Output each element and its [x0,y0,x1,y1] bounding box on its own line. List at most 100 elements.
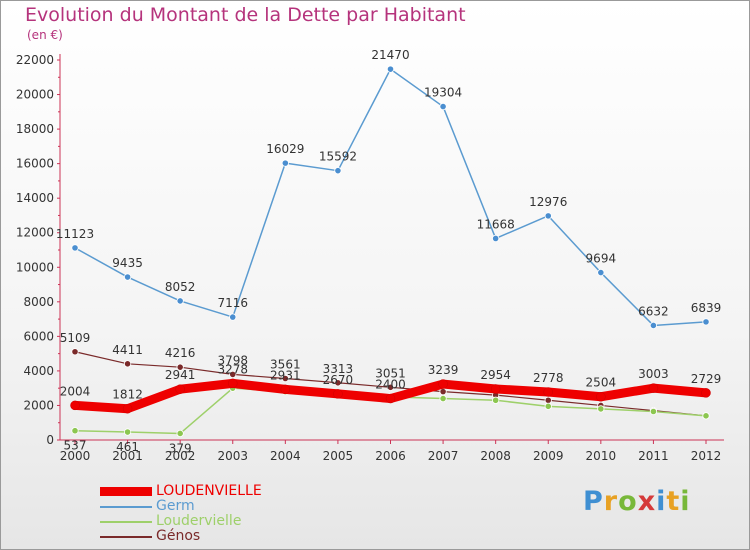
data-point-germ [597,268,605,277]
data-point-germ [544,212,552,220]
chart-axes: 0 2000 4000 6000 8000 10000 12000 14000 16000 180… [16,53,724,463]
data-point-loudenvielle [175,384,185,394]
data-label-loudenvielle: 3278 [217,362,248,376]
data-point-g-nos [123,360,132,368]
x-tick-label: 2010 [586,449,617,463]
data-point-germ [492,234,500,243]
data-point-g-nos [386,383,395,391]
data-label-germ: 16029 [266,142,304,156]
data-label-g-nos: 3051 [375,366,406,380]
data-label-g-nos: 5109 [60,331,91,345]
chart-data-labels: 2004 1812 2941 3278 2931 2670 2400 3239 2954 2778… [56,48,721,455]
data-point-loudervielle [544,402,552,410]
y-tick-label: 6000 [23,329,54,343]
data-label-loudenvielle: 2778 [533,371,564,385]
data-point-germ [334,167,342,175]
data-label-germ: 11668 [477,217,515,231]
data-point-g-nos [544,396,552,404]
data-label-loudenvielle: 2400 [375,378,406,392]
brand-letter: o [618,486,638,517]
legend-label: Germ [156,498,195,514]
legend-label: LOUDENVIELLE [156,483,262,499]
data-point-loudenvielle [385,393,396,404]
y-tick-label: 20000 [16,88,54,102]
x-tick-label: 2002 [165,449,196,463]
data-point-germ [439,102,447,111]
data-point-loudervielle [176,429,184,438]
data-label-loudervielle: 379 [169,441,192,455]
data-point-loudenvielle [490,384,501,394]
data-label-germ: 15592 [319,150,357,164]
data-label-germ: 9435 [112,256,143,270]
legend-swatch [100,487,152,496]
data-point-g-nos [229,370,237,378]
data-label-germ: 21470 [371,48,409,62]
data-point-loudenvielle [122,403,133,414]
y-tick-label: 16000 [16,157,54,171]
y-tick-label: 10000 [16,260,54,274]
x-tick-label: 2006 [375,449,406,463]
data-label-g-nos: 4216 [165,346,196,360]
x-tick-label: 2008 [480,449,511,463]
x-tick-label: 2012 [691,449,722,463]
brand-letter: r [603,486,619,517]
legend-label: Loudervielle [156,513,242,529]
data-label-loudenvielle: 2004 [60,384,91,398]
data-label-germ: 12976 [529,195,567,209]
data-point-loudenvielle [701,388,711,398]
data-label-germ: 11123 [56,227,94,241]
brand-letter: i [656,486,667,517]
data-point-loudenvielle [596,391,606,402]
data-point-germ [386,65,395,73]
y-tick-label: 0 [46,433,54,447]
data-point-g-nos [281,374,289,383]
data-point-g-nos [439,388,447,396]
data-point-g-nos [334,379,342,387]
data-point-loudenvielle [228,378,238,389]
data-point-germ [123,273,132,281]
data-label-loudenvielle: 2941 [165,368,196,382]
y-tick-label: 18000 [16,122,54,136]
brand-letter: i [680,486,691,517]
data-point-germ [649,321,658,330]
y-tick-label: 14000 [16,191,54,205]
chart-title: Evolution du Montant de la Dette par Hab… [25,4,466,26]
data-point-loudervielle [597,405,605,413]
y-tick-label: 12000 [16,226,54,240]
chart-series-layer [70,65,711,438]
brand-letter: x [637,486,657,517]
data-label-germ: 7116 [217,296,248,310]
x-tick-label: 2011 [638,449,669,463]
data-label-germ: 6632 [638,304,669,318]
data-point-loudervielle [71,427,79,435]
data-label-g-nos: 3798 [217,353,248,367]
data-label-germ: 6839 [691,301,722,315]
y-tick-label: 4000 [23,364,54,378]
data-point-loudenvielle [543,387,553,397]
x-tick-label: 2007 [428,449,459,463]
data-point-loudenvielle [438,379,448,389]
data-label-loudenvielle: 3003 [638,367,669,381]
y-tick-label: 22000 [16,53,54,67]
data-label-loudervielle: 461 [116,440,139,454]
x-tick-label: 2004 [270,449,301,463]
data-label-germ: 9694 [586,252,617,266]
data-label-loudenvielle: 2931 [270,368,301,382]
data-label-g-nos: 3561 [270,357,301,371]
x-tick-label: 2005 [323,449,354,463]
data-point-loudervielle [123,428,132,436]
data-point-loudervielle [649,407,658,416]
legend-label: Génos [156,528,201,544]
data-label-loudenvielle: 3239 [428,363,459,377]
y-tick-label: 2000 [23,398,54,412]
data-point-loudenvielle [280,384,291,395]
data-label-loudervielle: 537 [64,439,87,453]
data-label-g-nos: 4411 [112,343,143,357]
chart-unit: (en €) [27,28,63,42]
data-point-germ [702,318,710,326]
data-point-loudervielle [702,412,710,420]
data-point-germ [281,159,289,167]
data-point-loudervielle [439,394,447,403]
data-point-germ [229,313,237,321]
